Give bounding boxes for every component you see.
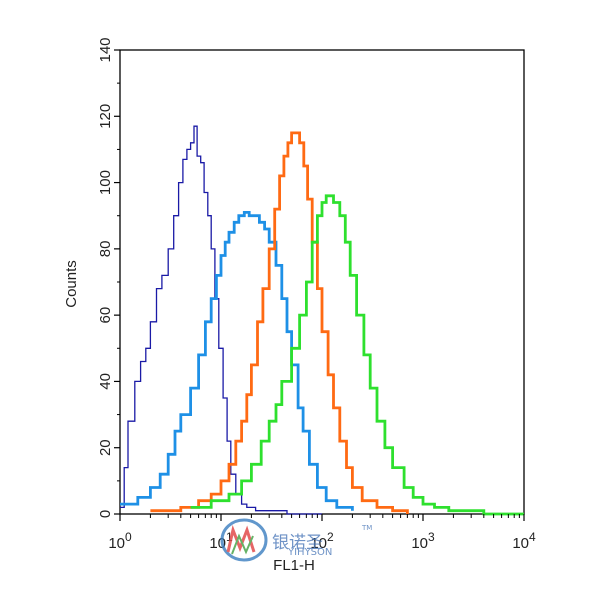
y-axis-title: Counts [63, 260, 80, 308]
y-tick-label: 60 [97, 307, 114, 324]
y-tick-label: 100 [97, 170, 114, 195]
y-tick-label: 40 [97, 373, 114, 390]
y-tick-label: 120 [97, 104, 114, 129]
series-group [120, 125, 524, 516]
tick-marks [114, 49, 525, 521]
y-tick-label: 20 [97, 439, 114, 456]
histogram-series-4 [190, 194, 524, 516]
y-tick-label: 140 [97, 37, 114, 62]
histogram-series-1 [120, 125, 322, 515]
x-tick-label: 100 [108, 530, 132, 552]
x-tick-label: 102 [310, 530, 334, 552]
histogram-series-2 [120, 211, 354, 511]
y-tick-label: 80 [97, 241, 114, 258]
watermark-brand-cn: 银诺圣 [272, 533, 323, 553]
watermark-tm: TM [361, 524, 372, 532]
x-tick-label: 104 [512, 530, 536, 552]
watermark-brand-en: YIHYSON [287, 547, 332, 558]
x-axis-title: FL1-H [273, 557, 315, 574]
watermark-emblem [220, 518, 268, 562]
x-tick-labels: 100 101 102 103 104 [108, 530, 536, 552]
x-tick-label: 103 [411, 530, 435, 552]
plot-frame [119, 49, 525, 515]
watermark-logo: 银诺圣 YIHYSON TM [220, 518, 372, 562]
y-tick-label: 0 [97, 510, 114, 518]
plot-border [119, 49, 525, 515]
histogram-series-3 [150, 131, 409, 514]
y-tick-labels: 0 20 40 60 80 100 120 140 [97, 37, 114, 518]
